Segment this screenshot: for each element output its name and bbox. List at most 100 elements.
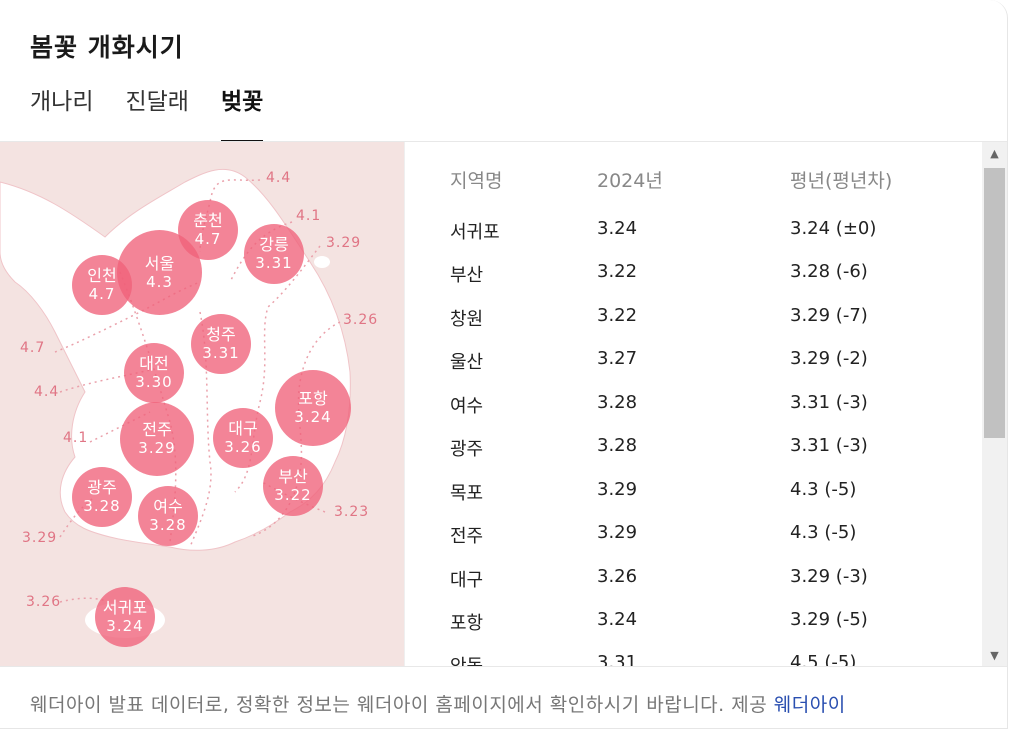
provider-link[interactable]: 웨더아이 bbox=[773, 694, 846, 716]
bubble-city: 강릉 bbox=[259, 235, 289, 254]
flower-tabs: 개나리 진달래 벚꽃 bbox=[30, 84, 264, 142]
table-row: 광주 3.28 3.31 (-3) bbox=[405, 435, 982, 478]
bubble-city: 여수 bbox=[153, 497, 183, 516]
cell-normal: 3.29 (-2) bbox=[790, 348, 868, 369]
header-normal: 평년(평년차) bbox=[790, 170, 893, 192]
cell-normal: 3.31 (-3) bbox=[790, 435, 868, 456]
isoline-label: 4.4 bbox=[34, 384, 60, 400]
table-row: 창원 3.22 3.29 (-7) bbox=[405, 305, 982, 348]
isoline-label: 4.1 bbox=[296, 208, 322, 224]
bloom-table[interactable]: 지역명 2024년 평년(평년차) 서귀포 3.24 3.24 (±0) 부산 … bbox=[404, 142, 982, 666]
bloom-map: 4.4 4.1 3.29 3.26 4.7 4.4 4.1 3.23 3.29 … bbox=[0, 142, 404, 666]
bubble-date: 3.31 bbox=[202, 344, 240, 362]
cell-date: 3.29 bbox=[597, 479, 638, 500]
source-note: 웨더아이 발표 데이터로, 정확한 정보는 웨더아이 홈페이지에서 확인하시기 … bbox=[30, 690, 846, 717]
isoline-label: 4.7 bbox=[20, 340, 46, 356]
isoline-label: 3.26 bbox=[343, 312, 379, 328]
bubble-city: 청주 bbox=[206, 325, 236, 344]
bubble-daegu: 대구 3.26 bbox=[213, 408, 273, 468]
cell-date: 3.24 bbox=[597, 609, 638, 630]
bubble-pohang: 포항 3.24 bbox=[275, 370, 351, 446]
cell-region: 포항 bbox=[450, 613, 484, 634]
source-note-text: 웨더아이 발표 데이터로, 정확한 정보는 웨더아이 홈페이지에서 확인하시기 … bbox=[30, 694, 774, 716]
cell-date: 3.22 bbox=[597, 261, 638, 282]
bubble-gangneung: 강릉 3.31 bbox=[244, 224, 304, 284]
cell-date: 3.28 bbox=[597, 392, 638, 413]
cell-normal: 3.28 (-6) bbox=[790, 261, 868, 282]
cell-date: 3.31 bbox=[597, 652, 638, 666]
cell-date: 3.27 bbox=[597, 348, 638, 369]
cell-region: 부산 bbox=[450, 265, 484, 286]
cell-region: 안동 bbox=[450, 652, 483, 666]
cell-region: 여수 bbox=[450, 396, 484, 417]
tab-forsythia[interactable]: 개나리 bbox=[30, 89, 94, 115]
scroll-down-arrow-icon[interactable]: ▼ bbox=[990, 648, 999, 662]
bubble-date: 3.22 bbox=[274, 486, 312, 504]
bubble-date: 3.24 bbox=[294, 408, 332, 426]
cell-region: 울산 bbox=[450, 352, 484, 373]
cell-region: 창원 bbox=[450, 309, 484, 330]
bubble-daejeon: 대전 3.30 bbox=[124, 343, 184, 403]
divider bbox=[0, 141, 1007, 142]
bubble-date: 3.29 bbox=[138, 439, 176, 457]
table-row: 여수 3.28 3.31 (-3) bbox=[405, 392, 982, 435]
isoline-label: 4.1 bbox=[63, 430, 89, 446]
isoline-label: 3.23 bbox=[334, 504, 370, 520]
cell-region: 광주 bbox=[450, 439, 484, 460]
cell-normal: 4.3 (-5) bbox=[790, 479, 857, 500]
cell-date: 3.24 bbox=[597, 218, 638, 239]
table-scrollbar[interactable]: ▲ ▼ bbox=[982, 142, 1007, 666]
table-row: 목포 3.29 4.3 (-5) bbox=[405, 479, 982, 522]
bubble-incheon: 인천 4.7 bbox=[72, 255, 132, 315]
bubble-yeosu: 여수 3.28 bbox=[138, 486, 198, 546]
scrollbar-thumb[interactable] bbox=[984, 168, 1005, 438]
cell-normal: 3.24 (±0) bbox=[790, 218, 877, 239]
cell-normal: 3.29 (-3) bbox=[790, 566, 868, 587]
table-row: 전주 3.29 4.3 (-5) bbox=[405, 522, 982, 565]
cell-normal: 3.31 (-3) bbox=[790, 392, 868, 413]
bubble-jeonju: 전주 3.29 bbox=[120, 402, 194, 476]
cell-region: 목포 bbox=[450, 483, 484, 504]
scroll-up-arrow-icon[interactable]: ▲ bbox=[990, 146, 999, 160]
bubble-gwangju: 광주 3.28 bbox=[72, 467, 132, 527]
cell-date: 3.22 bbox=[597, 305, 638, 326]
cell-normal: 4.3 (-5) bbox=[790, 522, 857, 543]
isoline-label: 4.4 bbox=[266, 170, 292, 186]
bubble-date: 3.30 bbox=[135, 373, 173, 391]
bubble-date: 3.28 bbox=[83, 497, 121, 515]
bubble-city: 대구 bbox=[228, 419, 258, 438]
bubble-city: 전주 bbox=[142, 420, 172, 439]
bubble-date: 3.24 bbox=[106, 617, 144, 635]
cell-region: 대구 bbox=[450, 570, 484, 591]
bubble-date: 3.31 bbox=[255, 254, 293, 272]
cell-normal: 3.29 (-7) bbox=[790, 305, 868, 326]
bubble-city: 서귀포 bbox=[102, 598, 148, 617]
bubble-city: 서울 bbox=[144, 253, 175, 273]
table-row: 서귀포 3.24 3.24 (±0) bbox=[405, 218, 982, 261]
table-row: 부산 3.22 3.28 (-6) bbox=[405, 261, 982, 304]
bubble-city: 부산 bbox=[278, 467, 308, 486]
cell-date: 3.29 bbox=[597, 522, 638, 543]
isoline-label: 3.26 bbox=[26, 594, 62, 610]
table-row: 포항 3.24 3.29 (-5) bbox=[405, 609, 982, 652]
bubble-busan: 부산 3.22 bbox=[263, 456, 323, 516]
tab-azalea[interactable]: 진달래 bbox=[125, 89, 189, 115]
divider bbox=[0, 666, 1007, 667]
bubble-date: 4.3 bbox=[146, 272, 173, 291]
bubble-date: 3.26 bbox=[224, 438, 262, 456]
cell-region: 서귀포 bbox=[450, 222, 500, 243]
cell-region: 전주 bbox=[450, 526, 484, 547]
bubble-city: 춘천 bbox=[193, 211, 223, 230]
table-row: 안동 3.31 4.5 (-5) bbox=[405, 652, 982, 666]
isoline-label: 3.29 bbox=[22, 530, 58, 546]
tab-cherry-blossom[interactable]: 벚꽃 bbox=[220, 84, 264, 142]
bubble-city: 대전 bbox=[139, 354, 169, 373]
card-title: 봄꽃 개화시기 bbox=[30, 33, 184, 62]
cell-date: 3.26 bbox=[597, 566, 638, 587]
bubble-cheongju: 청주 3.31 bbox=[191, 314, 251, 374]
cell-normal: 3.29 (-5) bbox=[790, 609, 868, 630]
bubble-seoul: 서울 4.3 bbox=[117, 230, 202, 315]
bubble-city: 포항 bbox=[298, 389, 328, 408]
bubble-date: 3.28 bbox=[149, 516, 187, 534]
